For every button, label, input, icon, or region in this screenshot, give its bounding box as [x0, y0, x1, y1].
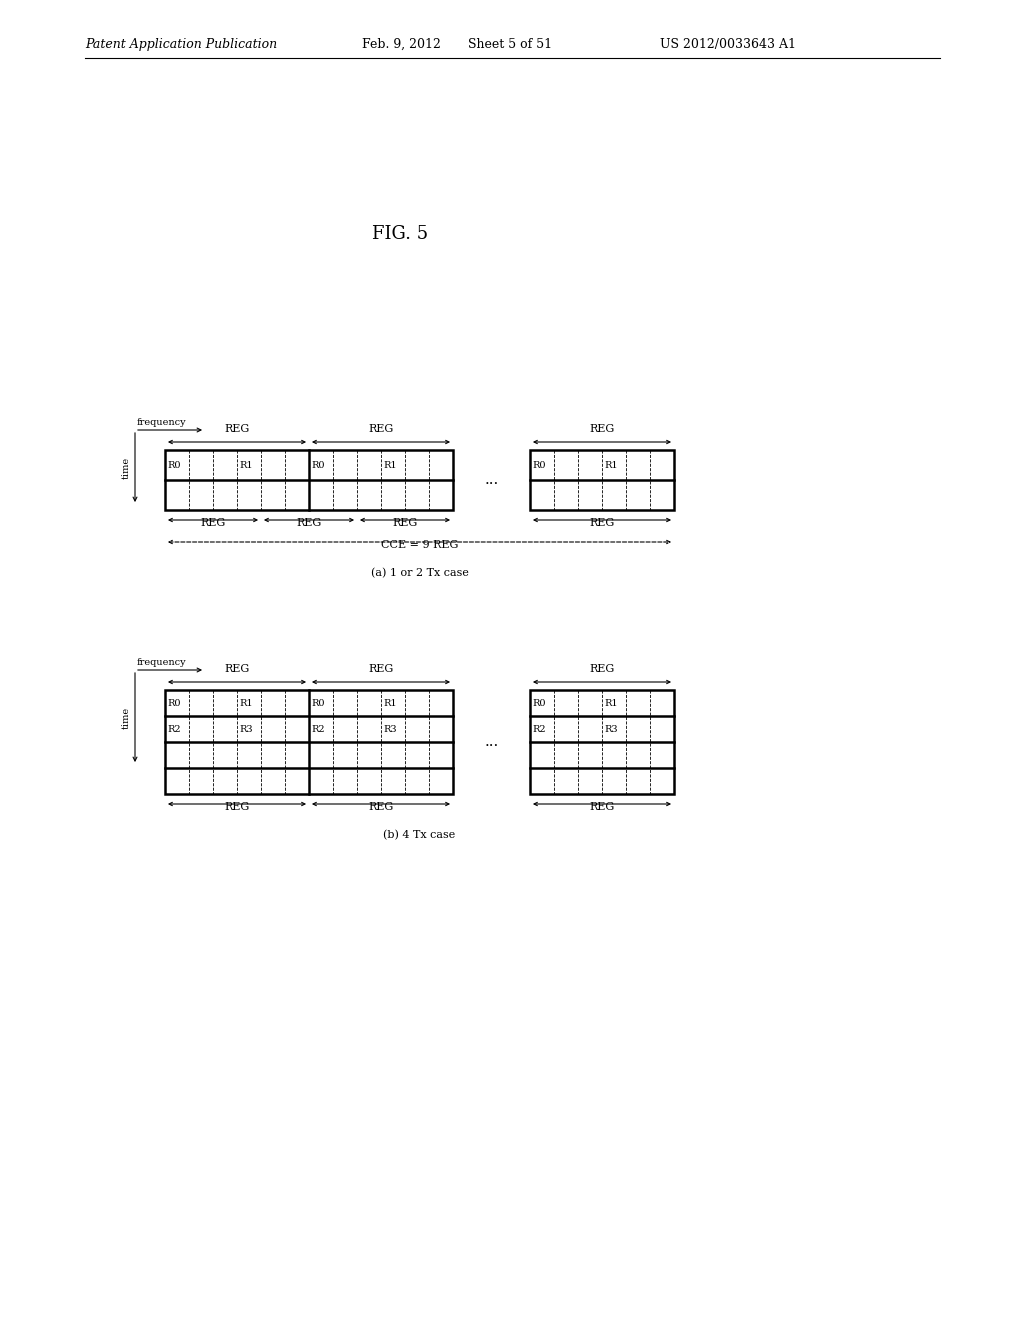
Text: R3: R3 [383, 725, 396, 734]
Text: REG: REG [201, 517, 225, 528]
Text: R0: R0 [311, 461, 325, 470]
Text: R0: R0 [167, 461, 180, 470]
Text: frequency: frequency [137, 418, 186, 426]
Text: REG: REG [224, 664, 250, 675]
Text: REG: REG [369, 664, 393, 675]
Bar [530, 450, 674, 510]
Text: R0: R0 [311, 698, 325, 708]
Text: R2: R2 [167, 725, 180, 734]
Text: R2: R2 [311, 725, 325, 734]
Text: R1: R1 [239, 461, 253, 470]
Text: (a) 1 or 2 Tx case: (a) 1 or 2 Tx case [371, 568, 468, 578]
Text: FIG. 5: FIG. 5 [372, 224, 428, 243]
Bar [165, 690, 453, 795]
Text: R1: R1 [239, 698, 253, 708]
Text: US 2012/0033643 A1: US 2012/0033643 A1 [660, 38, 796, 51]
Text: REG: REG [224, 803, 250, 812]
Text: R3: R3 [239, 725, 253, 734]
Bar [530, 690, 674, 795]
Text: R0: R0 [532, 461, 546, 470]
Text: R1: R1 [604, 461, 617, 470]
Text: REG: REG [369, 803, 393, 812]
Bar [530, 690, 674, 795]
Text: R3: R3 [604, 725, 617, 734]
Text: REG: REG [590, 664, 614, 675]
Text: frequency: frequency [137, 657, 186, 667]
Text: REG: REG [590, 803, 614, 812]
Text: R0: R0 [532, 698, 546, 708]
Bar [165, 690, 453, 795]
Bar [530, 450, 674, 510]
Text: ...: ... [484, 735, 499, 748]
Text: REG: REG [590, 517, 614, 528]
Text: time: time [122, 457, 131, 479]
Text: REG: REG [590, 424, 614, 434]
Text: ...: ... [484, 473, 499, 487]
Text: REG: REG [369, 424, 393, 434]
Text: R1: R1 [383, 461, 396, 470]
Text: Feb. 9, 2012: Feb. 9, 2012 [362, 38, 441, 51]
Text: REG: REG [296, 517, 322, 528]
Text: REG: REG [224, 424, 250, 434]
Text: Sheet 5 of 51: Sheet 5 of 51 [468, 38, 552, 51]
Text: (b) 4 Tx case: (b) 4 Tx case [383, 830, 456, 840]
Text: REG: REG [392, 517, 418, 528]
Text: R0: R0 [167, 698, 180, 708]
Text: time: time [122, 706, 131, 729]
Bar [165, 450, 453, 510]
Text: R1: R1 [383, 698, 396, 708]
Text: R1: R1 [604, 698, 617, 708]
Text: Patent Application Publication: Patent Application Publication [85, 38, 278, 51]
Text: CCE = 9 REG: CCE = 9 REG [381, 540, 458, 550]
Bar [165, 450, 453, 510]
Text: R2: R2 [532, 725, 546, 734]
